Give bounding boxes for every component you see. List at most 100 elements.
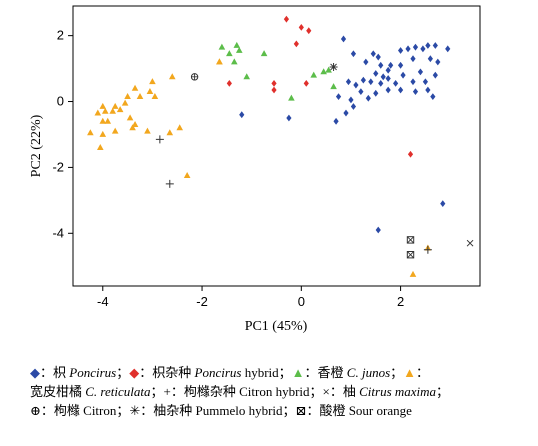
data-point-diamond bbox=[412, 88, 419, 96]
data-point-triangle bbox=[101, 107, 109, 114]
data-point-diamond bbox=[385, 75, 391, 82]
data-point-diamond bbox=[360, 76, 366, 84]
data-point-triangle bbox=[124, 92, 131, 99]
data-point-squarecross bbox=[406, 251, 415, 259]
data-point-diamond bbox=[368, 78, 374, 86]
data-point-diamond bbox=[283, 15, 290, 23]
legend-label-italic: C. junos bbox=[346, 365, 391, 380]
x-tick-label: -4 bbox=[97, 294, 109, 309]
data-point-diamond bbox=[271, 80, 277, 87]
data-point-cross bbox=[406, 251, 415, 259]
data-point-triangle bbox=[99, 102, 107, 109]
data-point-triangle bbox=[218, 43, 226, 50]
data-point-diamond bbox=[363, 58, 369, 66]
data-point-squarecross bbox=[406, 236, 415, 244]
data-point-diamond bbox=[425, 86, 431, 94]
legend-label: 宽皮柑橘 bbox=[30, 384, 86, 399]
x-tick-label: 0 bbox=[298, 294, 305, 309]
data-point-diamond bbox=[440, 200, 446, 208]
legend-label: ⊠：酸橙 Sour orange bbox=[295, 403, 412, 418]
data-point-triangle bbox=[330, 83, 337, 90]
legend-label: ：枳 bbox=[40, 365, 70, 380]
data-point-diamond bbox=[410, 78, 416, 86]
x-axis-label: PC1 (45%) bbox=[245, 319, 308, 334]
data-point-triangle bbox=[121, 99, 129, 106]
data-point-triangle bbox=[109, 107, 117, 114]
data-point-triangle bbox=[111, 127, 119, 134]
data-point-diamond bbox=[335, 93, 342, 100]
data-point-triangle bbox=[226, 50, 233, 57]
legend-label: ： bbox=[416, 365, 430, 380]
legend-triangle-icon-green: ▲ bbox=[291, 365, 305, 380]
data-point-triangle bbox=[151, 92, 159, 99]
data-point-diamond bbox=[425, 42, 431, 49]
data-point-diamond bbox=[333, 117, 339, 125]
data-point-triangle bbox=[409, 270, 417, 277]
data-points bbox=[87, 15, 474, 277]
data-point-triangle bbox=[131, 84, 139, 91]
data-point-triangle bbox=[94, 109, 102, 116]
data-point-plus bbox=[155, 135, 164, 144]
data-point-diamond bbox=[385, 66, 391, 74]
legend-item-reticulata-symbol: ▲： bbox=[403, 365, 429, 380]
data-point-triangle bbox=[104, 117, 112, 124]
legend-item-citron: ⊕：枸橼 Citron； bbox=[30, 403, 129, 418]
y-tick-label: 0 bbox=[57, 94, 64, 109]
data-point-diamond bbox=[393, 80, 399, 87]
data-point-triangle bbox=[149, 78, 156, 85]
data-point-triangle bbox=[136, 92, 144, 99]
data-point-diamond bbox=[427, 55, 433, 63]
data-point-diamond bbox=[350, 103, 357, 110]
data-point-diamond bbox=[370, 50, 376, 58]
data-point-triangle bbox=[176, 124, 184, 131]
data-point-diamond bbox=[397, 61, 404, 69]
data-point-diamond bbox=[407, 150, 414, 158]
legend-label-italic: C. reticulata bbox=[85, 384, 151, 399]
data-point-diamond bbox=[432, 71, 438, 79]
data-point-triangle bbox=[260, 50, 268, 57]
axis-ticks: -4 -2 0 2 -4 -2 0 2 bbox=[52, 28, 404, 309]
data-point-plus bbox=[165, 179, 174, 188]
data-point-triangle bbox=[325, 66, 332, 73]
legend-label: ⊕：枸橼 Citron； bbox=[30, 403, 130, 418]
legend-item-junos: ▲：香橙 C. junos； bbox=[292, 365, 404, 380]
legend-sep: ； bbox=[116, 365, 130, 380]
x-tick-label: -2 bbox=[196, 294, 208, 309]
data-point-triangle bbox=[99, 117, 107, 124]
data-point-diamond bbox=[378, 80, 384, 87]
data-point-triangle bbox=[131, 120, 139, 127]
data-point-triangle bbox=[99, 130, 107, 137]
data-point-diamond bbox=[397, 47, 404, 54]
data-point-diamond bbox=[397, 86, 404, 94]
data-point-triangle bbox=[216, 58, 223, 65]
data-point-cross bbox=[466, 239, 474, 247]
legend-item-citron-hybrid: +：枸橼杂种 Citron hybrid； bbox=[164, 384, 323, 399]
data-point-diamond bbox=[365, 94, 371, 102]
data-point-square bbox=[406, 251, 415, 259]
legend-label: ×：柚 bbox=[322, 384, 360, 399]
legend-label: hybrid； bbox=[241, 365, 292, 380]
y-axis-label: PC2 (22%) bbox=[29, 114, 44, 177]
data-point-triangle bbox=[111, 102, 119, 109]
data-point-diamond bbox=[380, 73, 386, 81]
legend-sep: ； bbox=[150, 384, 164, 399]
data-point-triangle bbox=[320, 68, 327, 75]
data-point-cross bbox=[406, 236, 415, 244]
data-point-diamond bbox=[375, 53, 381, 61]
data-point-diamond bbox=[410, 55, 416, 63]
data-point-diamond bbox=[405, 45, 411, 53]
data-point-plus bbox=[423, 245, 432, 254]
data-point-diamond bbox=[385, 86, 391, 94]
legend-diamond-icon-red: ◆ bbox=[129, 365, 140, 380]
data-point-diamond bbox=[373, 70, 379, 77]
data-point-diamond bbox=[271, 86, 277, 94]
data-point-diamond bbox=[373, 89, 379, 97]
data-point-diamond bbox=[298, 24, 304, 31]
data-point-diamond bbox=[412, 43, 419, 51]
data-point-triangle bbox=[96, 144, 104, 151]
data-point-diamond bbox=[343, 109, 349, 117]
data-point-square bbox=[406, 236, 415, 244]
legend-item-sour-orange: ⊠：酸橙 Sour orange bbox=[296, 403, 412, 418]
data-point-diamond bbox=[378, 61, 384, 69]
pca-scatter-plot: -4 -2 0 2 -4 -2 0 2 PC1 (45%) PC2 (22%) bbox=[29, 5, 481, 334]
